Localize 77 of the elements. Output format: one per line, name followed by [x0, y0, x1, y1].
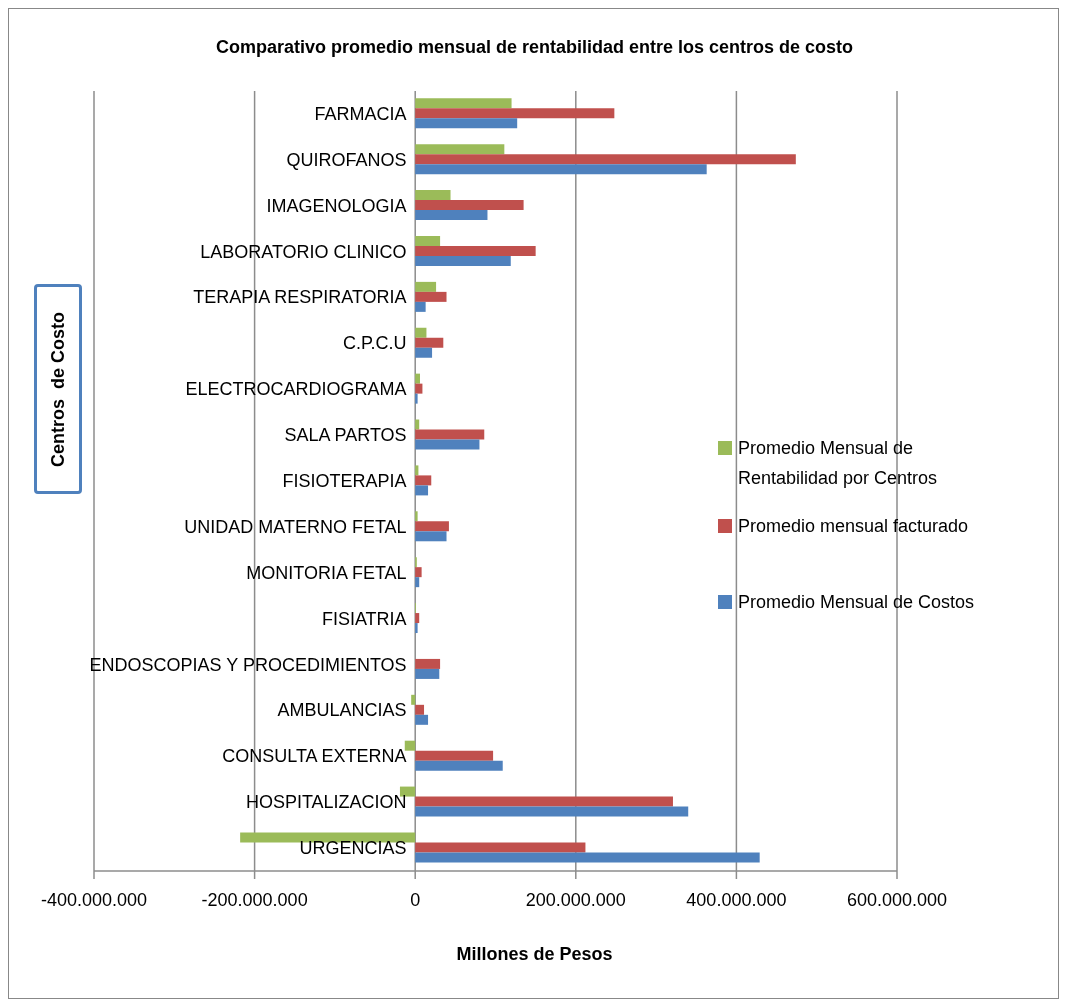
legend-label: Promedio Mensual de Rentabilidad por Centros	[738, 437, 939, 490]
bar	[415, 393, 418, 404]
chart-title: Comparativo promedio mensual de rentabilidad entre los centros de costo	[214, 37, 855, 58]
bar	[415, 291, 447, 302]
bar	[415, 760, 503, 771]
bar	[411, 694, 416, 705]
bar	[415, 118, 518, 129]
bar	[415, 842, 586, 853]
bar	[415, 383, 423, 394]
y-tick-label: MONITORIA FETAL	[246, 562, 407, 583]
bar	[415, 210, 488, 221]
bar	[415, 577, 420, 588]
bar	[240, 832, 416, 843]
bar	[415, 567, 422, 578]
y-tick-label: C.P.C.U	[342, 333, 407, 354]
bar	[415, 658, 441, 669]
legend-label: Promedio mensual facturado	[738, 515, 970, 538]
bar	[415, 439, 480, 450]
bar	[415, 235, 441, 246]
bar	[399, 786, 416, 797]
bar	[415, 419, 420, 430]
bar	[415, 98, 512, 109]
bar	[415, 475, 432, 486]
bar	[415, 613, 420, 624]
y-tick-label: AMBULANCIAS	[277, 700, 407, 721]
bar	[415, 347, 433, 358]
bar	[415, 190, 451, 201]
y-tick-label: FISIATRIA	[321, 608, 407, 629]
bar	[415, 796, 673, 807]
y-tick-label: SALA PARTOS	[284, 425, 407, 446]
x-tick-label: 400.000.000	[686, 889, 787, 910]
bar	[415, 623, 418, 634]
y-tick-label: FISIOTERAPIA	[282, 471, 407, 491]
bar	[415, 255, 511, 266]
bar	[415, 164, 707, 175]
x-axis-title: Millones de Pesos	[455, 944, 614, 965]
bar	[415, 521, 449, 532]
y-tick-label: IMAGENOLOGIA	[266, 195, 407, 216]
bar	[415, 108, 615, 119]
bar	[415, 154, 796, 165]
y-tick-label: HOSPITALIZACION	[245, 792, 407, 813]
bar	[415, 337, 444, 348]
bar	[415, 429, 485, 440]
y-tick-label: TERAPIA RESPIRATORIA	[193, 287, 407, 308]
bar	[415, 852, 760, 863]
bar	[415, 714, 429, 725]
y-tick-label: LABORATORIO CLINICO	[200, 241, 407, 262]
x-tick-label: 600.000.000	[846, 889, 948, 910]
x-tick-label: -200.000.000	[201, 889, 308, 910]
bar	[415, 373, 421, 384]
x-tick-label: 0	[410, 889, 421, 910]
bar	[415, 281, 437, 292]
bar	[415, 485, 429, 496]
bar	[415, 465, 419, 476]
y-tick-label: UNIDAD MATERNO FETAL	[184, 516, 407, 537]
bar	[415, 668, 440, 679]
bar	[415, 511, 418, 522]
legend-label: Promedio Mensual de Costos	[738, 591, 976, 614]
bar	[415, 704, 425, 715]
x-tick-label: -400.000.000	[40, 889, 148, 910]
x-tick-label: 200.000.000	[525, 889, 626, 910]
y-tick-label: URGENCIAS	[299, 838, 407, 859]
bar	[415, 144, 505, 155]
y-tick-label: ELECTROCARDIOGRAMA	[185, 379, 407, 400]
bar	[415, 531, 447, 542]
y-tick-label: ENDOSCOPIAS Y PROCEDIMIENTOS	[89, 654, 407, 675]
bar	[415, 200, 524, 211]
bar	[415, 806, 689, 817]
y-tick-label: CONSULTA EXTERNA	[222, 746, 407, 767]
bar	[415, 301, 426, 312]
y-tick-label: FARMACIA	[314, 103, 407, 124]
y-axis-title: Centros de Costo	[47, 311, 69, 467]
bar	[415, 245, 536, 256]
y-tick-label: QUIROFANOS	[286, 149, 407, 170]
bar	[404, 740, 416, 751]
bar	[415, 327, 427, 338]
bar	[415, 750, 494, 761]
